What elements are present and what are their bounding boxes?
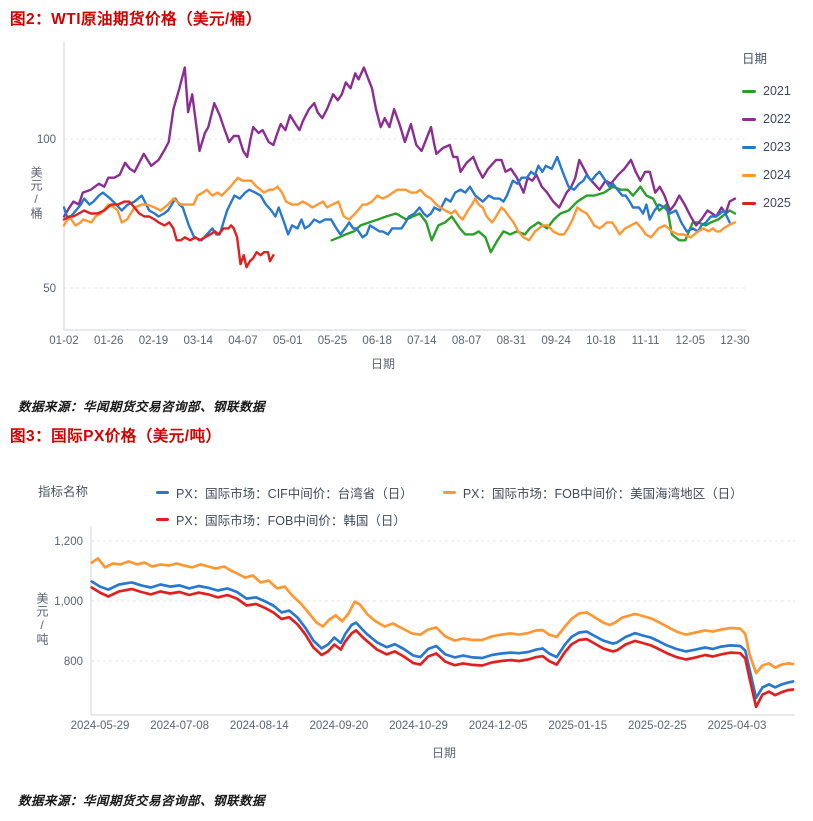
x-tick-label: 12-30 [720,335,749,347]
legend-item-label: 2024 [763,168,791,182]
series-line [90,586,795,709]
legend-marker-dash [156,491,169,494]
series-line [62,155,731,242]
legend-item-fig2-2[interactable]: 2023 [742,133,791,161]
legend-item-label: PX：国际市场：FOB中间价：美国海湾地区（日） [462,487,743,501]
x-tick-label: 2024-05-29 [71,720,130,732]
legend-marker-dash [742,117,756,121]
legend-item-label: 2022 [763,112,791,126]
legend-marker-dash [742,145,756,149]
legend-item-fig2-1[interactable]: 2022 [742,105,791,133]
legend-marker-dash [742,173,756,177]
figure3-title: 图3：国际PX价格（美元/吨） [10,428,222,445]
legend-item-label: PX：国际市场：CIF中间价：台湾省（日） [176,487,413,501]
figure3-legend: 指标名称 PX：国际市场：CIF中间价：台湾省（日） PX：国际市场：FOB中间价… [38,479,786,533]
legend-item-fig2-0[interactable]: 2021 [742,77,791,105]
legend-item-fig3-0[interactable]: PX：国际市场：CIF中间价：台湾省（日） [156,479,413,506]
x-tick-label: 10-18 [586,335,615,347]
x-tick-label: 01-26 [94,335,123,347]
x-tick-label: 12-05 [676,335,705,347]
x-tick-label: 08-07 [452,335,481,347]
figure2-title: 图2：WTI原油期货价格（美元/桶） [10,11,262,28]
legend-marker-dash [442,491,456,494]
figure3-legend-items: PX：国际市场：CIF中间价：台湾省（日） PX：国际市场：FOB中间价：美国海湾… [156,479,786,533]
x-tick-label: 01-02 [49,335,78,347]
figure2-source-note: 数据来源：华闻期货交易咨询部、钢联数据 [18,399,266,414]
legend-item-label: 2025 [763,196,791,210]
x-tick-label: 02-19 [139,335,168,347]
x-tick-label: 2024-08-14 [230,720,289,732]
y-tick-label: 1,000 [54,596,83,608]
x-tick-label: 03-14 [183,335,213,347]
figure3-legend-title: 指标名称 [38,485,89,499]
legend-item-label: 2021 [763,84,791,98]
x-tick-label: 11-11 [632,335,660,347]
x-tick-label: 05-25 [318,335,347,347]
x-tick-label: 2024-10-29 [389,720,448,732]
legend-marker-dash [742,201,756,205]
series-line [90,557,795,675]
series-line [62,200,275,269]
y-tick-label: 50 [43,283,56,295]
legend-marker-dash [742,89,756,93]
series-line [90,580,795,700]
figure2-y-axis-label: 美元/桶 [29,166,43,220]
x-tick-label: 07-14 [407,335,437,347]
x-tick-label: 2024-12-05 [469,720,528,732]
x-tick-label: 06-18 [362,335,391,347]
x-tick-label: 2025-04-03 [708,720,767,732]
x-tick-label: 04-07 [228,335,257,347]
series-line [62,176,737,242]
figure2-x-axis-label: 日期 [371,357,396,371]
x-tick-label: 05-01 [273,335,302,347]
legend-item-fig3-2[interactable]: PX：国际市场：FOB中间价：韩国（日） [156,506,406,533]
series-line [62,66,737,227]
x-tick-label: 2025-02-25 [628,720,687,732]
x-tick-label: 2024-09-20 [309,720,368,732]
x-tick-label: 2024-07-08 [150,720,209,732]
figure3-source-note: 数据来源：华闻期货交易咨询部、钢联数据 [18,793,266,808]
x-tick-label: 2025-01-15 [548,720,607,732]
legend-marker-dash [156,518,169,521]
y-tick-label: 100 [37,134,56,146]
figure2-legend-title: 日期 [742,52,768,66]
legend-item-label: 2023 [763,140,791,154]
legend-item-fig3-1[interactable]: PX：国际市场：FOB中间价：美国海湾地区（日） [442,479,743,506]
legend-item-fig2-4[interactable]: 2025 [742,189,791,217]
figure3-x-axis-label: 日期 [432,746,457,760]
y-tick-label: 800 [64,656,83,668]
legend-item-label: PX：国际市场：FOB中间价：韩国（日） [176,514,406,528]
legend-item-fig2-3[interactable]: 2024 [742,161,791,189]
figure2-legend: 日期 2021 2022 2023 2024 2025 [742,48,791,217]
figure3-y-axis-label: 美元/吨 [35,592,49,646]
x-tick-label: 08-31 [497,335,526,347]
y-tick-label: 1,200 [54,536,83,548]
x-tick-label: 09-24 [541,335,571,347]
